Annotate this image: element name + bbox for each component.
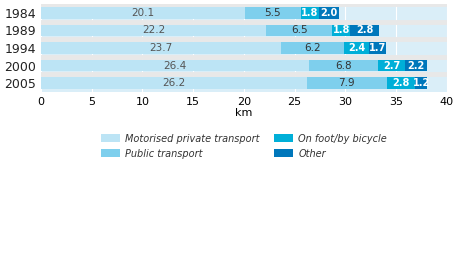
Bar (41, 7, 245, 19)
Text: 2.0: 2.0 (321, 8, 338, 18)
Text: 2.2: 2.2 (408, 61, 425, 70)
Bar (266, 25, 332, 36)
Bar (369, 42, 386, 54)
Bar (307, 77, 387, 89)
Bar (41, 22, 447, 39)
Bar (300, 7, 319, 19)
Text: 1.8: 1.8 (301, 8, 318, 18)
Bar (41, 77, 307, 89)
Legend: Motorised private transport, Public transport, On foot/by bicycle, Other: Motorised private transport, Public tran… (101, 134, 387, 158)
Bar (41, 60, 309, 71)
Bar (378, 60, 405, 71)
Bar (41, 42, 281, 54)
Bar (281, 42, 344, 54)
Text: 6.2: 6.2 (305, 43, 321, 53)
Text: 6.8: 6.8 (335, 61, 352, 70)
Bar (319, 7, 339, 19)
Bar (41, 39, 447, 57)
Text: 2.8: 2.8 (356, 26, 373, 35)
Bar (41, 25, 266, 36)
Text: 1.2: 1.2 (413, 78, 430, 88)
Text: 22.2: 22.2 (142, 26, 165, 35)
Text: 20.1: 20.1 (131, 8, 154, 18)
Bar (405, 60, 427, 71)
Text: 5.5: 5.5 (264, 8, 281, 18)
Bar (41, 4, 447, 22)
Text: 1.7: 1.7 (369, 43, 386, 53)
Text: 2.8: 2.8 (393, 78, 410, 88)
Bar (350, 25, 379, 36)
Bar (332, 25, 350, 36)
Bar (344, 42, 369, 54)
X-axis label: km: km (235, 108, 252, 118)
Text: 7.9: 7.9 (338, 78, 355, 88)
Bar (387, 77, 415, 89)
Bar (415, 77, 427, 89)
Text: 23.7: 23.7 (149, 43, 173, 53)
Bar (245, 7, 300, 19)
Text: 26.4: 26.4 (163, 61, 186, 70)
Text: 2.7: 2.7 (383, 61, 400, 70)
Bar (309, 60, 378, 71)
Text: 26.2: 26.2 (162, 78, 185, 88)
Bar (41, 57, 447, 74)
Text: 1.8: 1.8 (333, 26, 350, 35)
Text: 6.5: 6.5 (291, 26, 307, 35)
Bar (41, 74, 447, 92)
Text: 2.4: 2.4 (348, 43, 365, 53)
